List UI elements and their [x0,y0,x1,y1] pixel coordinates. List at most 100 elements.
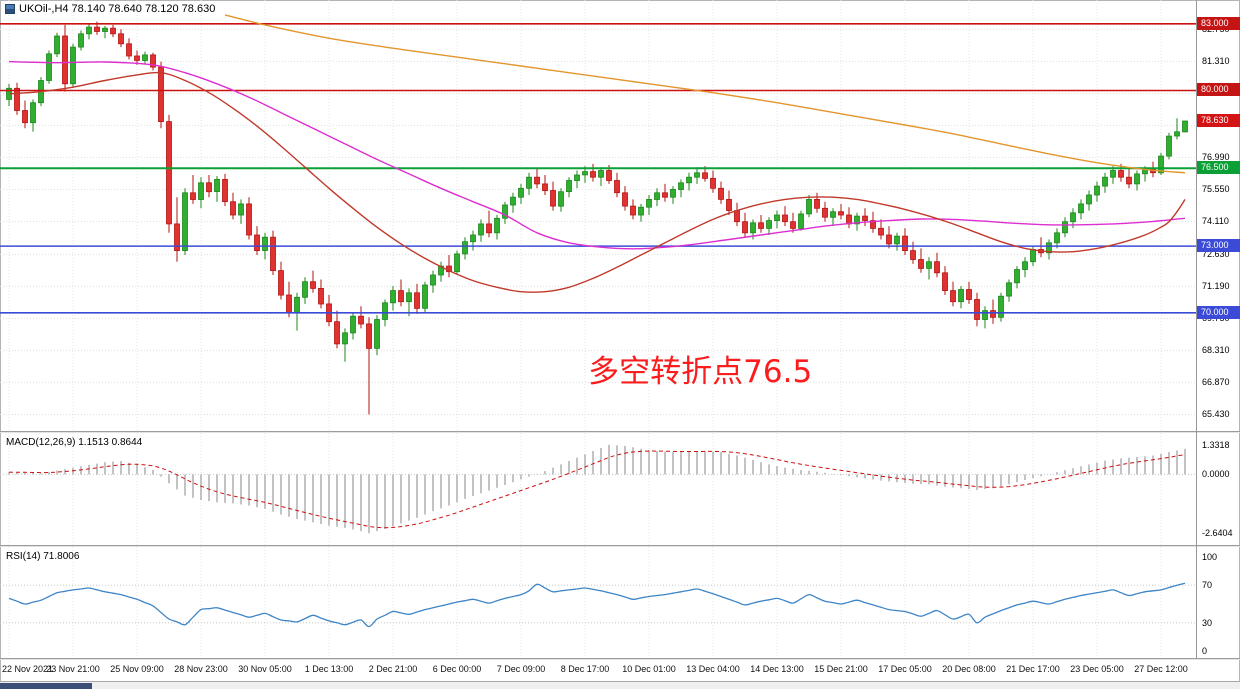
candle-body [182,192,188,252]
price-axis[interactable]: 82.75081.31076.99075.55074.11072.63071.1… [1196,0,1240,658]
candle-body [430,274,436,286]
time-label: 15 Dec 21:00 [814,664,868,674]
candle-body [630,205,636,216]
candle-body [550,190,556,207]
price-badge: 70.000 [1197,305,1240,319]
candle-body [150,54,156,68]
candle-body [502,204,508,219]
candle-body [46,53,52,81]
candle-body [774,214,780,221]
price-badge: 83.000 [1197,16,1240,30]
candle-body [670,188,676,198]
rsi-pane[interactable]: RSI(14) 71.8006 [0,547,1240,658]
candle-body [814,198,820,209]
candle-body [686,176,692,184]
candle-body [598,170,604,178]
candle-body [414,292,420,309]
candle-body [134,55,140,61]
candle-body [22,110,28,124]
candle-body [1070,212,1076,223]
time-label: 21 Dec 17:00 [1006,664,1060,674]
candle-body [70,46,76,85]
candle-body [374,319,380,349]
candle-body [966,289,972,300]
time-label: 7 Dec 09:00 [496,664,546,674]
candle-body [254,234,260,252]
candle-body [766,220,772,229]
candle-body [870,220,876,229]
candle-body [462,241,468,255]
candle-body [1118,170,1124,178]
candle-body [742,221,748,234]
pane-separator[interactable] [0,431,1240,433]
time-label: 22 Nov 2021 [2,664,54,674]
candle-body [1086,194,1092,205]
pane-separator[interactable] [0,545,1240,547]
candle-body [246,203,252,236]
candle-body [710,177,716,189]
time-label: 13 Dec 04:00 [686,664,740,674]
candle-body [1022,261,1028,270]
candle-body [1174,131,1180,137]
candle-body [878,227,884,236]
price-badge: 76.500 [1197,161,1240,175]
rsi-tick: 0 [1202,646,1208,656]
candle-body [854,215,860,225]
candle-body [1054,232,1060,244]
candle-body [734,210,740,223]
candle-body [94,26,100,32]
candle-body [358,315,364,325]
scrollbar-thumb[interactable] [0,683,92,689]
candle-body [270,236,276,271]
candle-body [350,315,356,334]
rsi-tick: 30 [1202,617,1213,628]
candle-body [526,176,532,189]
time-label: 6 Dec 00:00 [432,664,482,674]
candle-body [174,223,180,251]
rsi-line [8,582,1186,628]
main-chart-pane[interactable]: 多空转折点76.5 UKOil-,H4 78.140 78.640 78.120… [0,0,1240,431]
price-tick: 66.870 [1202,377,1230,388]
candle-body [790,221,796,229]
candle-body [486,223,492,234]
candle-body [782,214,788,223]
candle-body [910,250,916,260]
macd-signal-line [8,450,1186,529]
candle-body [566,180,572,193]
horizontal-scrollbar[interactable] [0,681,1240,689]
candle-body [886,234,892,245]
candle-body [494,217,500,234]
candle-body [286,294,292,314]
macd-pane[interactable]: MACD(12,26,9) 1.1513 0.8644 [0,433,1240,545]
chart-annotation: 多空转折点76.5 [588,354,812,390]
candle-body [166,121,172,225]
candle-body [86,26,92,35]
candle-body [1182,120,1188,133]
macd-tick: 1.3318 [1202,439,1230,450]
candle-body [934,261,940,274]
candle-body [750,222,756,234]
time-axis[interactable]: 22 Nov 2021 23 Nov 21:00 25 Nov 09:00 28 No… [0,660,1240,680]
candle-body [1158,155,1164,174]
candle-body [190,192,196,200]
candle-body [1046,242,1052,254]
candle-body [102,27,108,32]
price-tick: 65.430 [1202,409,1230,420]
candle-body [294,296,300,314]
candle-body [638,206,644,216]
candle-body [846,214,852,225]
candle-body [678,182,684,190]
candle-body [454,253,460,273]
candle-body [822,207,828,218]
price-tick: 81.310 [1202,56,1230,67]
candle-body [982,310,988,320]
candle-body [1126,176,1132,185]
time-label: 17 Dec 05:00 [878,664,932,674]
pane-separator [0,658,1240,660]
candle-body [478,223,484,236]
candle-body [694,172,700,178]
candle-body [198,182,204,200]
candle-body [390,290,396,304]
candle-body [926,261,932,269]
